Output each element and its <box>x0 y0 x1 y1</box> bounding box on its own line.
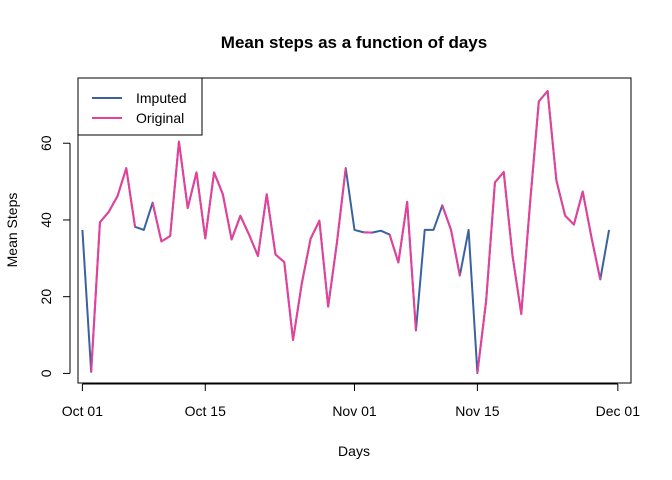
x-tick-label: Oct 01 <box>62 403 103 419</box>
legend: Imputed Original <box>77 77 203 136</box>
plot-frame <box>77 77 632 384</box>
legend-label-imputed: Imputed <box>136 90 187 106</box>
series-line-original <box>90 90 602 374</box>
series-layer <box>81 90 611 375</box>
legend-box <box>77 77 203 136</box>
x-tick-label: Oct 15 <box>185 403 226 419</box>
y-tick-label: 0 <box>38 369 54 377</box>
y-tick-label: 60 <box>38 135 54 151</box>
y-axis: 0 20 40 60 <box>38 135 71 377</box>
chart-title: Mean steps as a function of days <box>221 33 487 52</box>
legend-label-original: Original <box>136 110 184 126</box>
x-tick-label: Nov 01 <box>332 403 377 419</box>
y-tick-label: 20 <box>38 289 54 305</box>
x-tick-label: Nov 15 <box>455 403 500 419</box>
x-axis-label: Days <box>338 443 370 459</box>
x-axis: Oct 01 Oct 15 Nov 01 Nov 15 Dec 01 <box>62 383 641 419</box>
y-tick-label: 40 <box>38 212 54 228</box>
y-axis-label: Mean Steps <box>4 193 20 268</box>
x-tick-label: Dec 01 <box>596 403 641 419</box>
